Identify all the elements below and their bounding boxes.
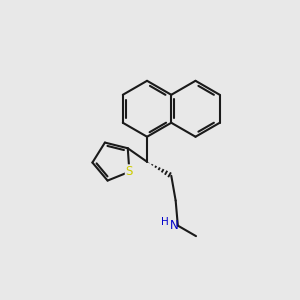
Text: N: N <box>170 218 179 232</box>
Text: S: S <box>126 165 133 178</box>
Text: H: H <box>161 217 169 227</box>
